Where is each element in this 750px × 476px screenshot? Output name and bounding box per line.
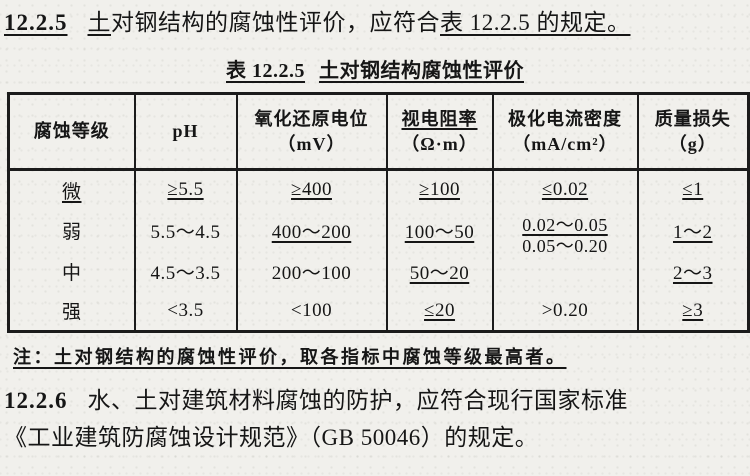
cell-mass-strong: ≥3 (636, 291, 749, 332)
table-row-slight: 微 ≥5.5 ≥400 ≥100 ≤0.02 ≤1 (9, 169, 749, 210)
cell-ph-strong: <3.5 (133, 291, 237, 332)
cell-mass-medium: 2～3 (636, 251, 749, 292)
cell-current-slight: ≤0.02 (491, 169, 638, 210)
clause-12-2-5-paragraph: 12.2.5 土对钢结构的腐蚀性评价，应符合表 12.2.5 的规定。 (4, 7, 746, 38)
cell-mass-weak: 1～2 (636, 209, 749, 252)
cell-redox-weak: 400～200 (235, 209, 387, 252)
note-text: 土对钢结构的腐蚀性评价，取各指标中腐蚀等级最高者。 (54, 347, 567, 367)
column-header-redox-potential: 氧化还原电位 （mV） (235, 93, 387, 171)
table-row-medium: 中 4.5～3.5 200～100 50～20 2～3 (9, 251, 749, 292)
cell-resistivity-medium: 50～20 (385, 251, 493, 292)
clause-12-2-5-number: 12.2.5 (4, 10, 68, 35)
clause-12-2-6-paragraph: 12.2.6 水、土对建筑材料腐蚀的防护，应符合现行国家标准 (4, 385, 746, 416)
clause-12-2-5-text-middle: 对钢结构的腐蚀性评价，应符合 (111, 10, 440, 35)
column-header-grade: 腐蚀等级 (8, 93, 135, 171)
cell-redox-strong: <100 (235, 291, 387, 332)
corrosion-evaluation-table: 腐蚀等级 pH 氧化还原电位 （mV） 视电阻率 （Ω·m） 极化电流密度 （m… (7, 92, 750, 333)
table-row-weak: 弱 5.5～4.5 400～200 100～50 0.02～0.05 0.05～… (9, 209, 749, 256)
clause-12-2-5-table-reference: 表 12.2.5 (440, 10, 537, 35)
cell-resistivity-weak: 100～50 (385, 209, 493, 252)
table-row-strong: 强 <3.5 <100 ≤20 >0.20 ≥3 (9, 291, 749, 332)
note-label: 注： (13, 347, 54, 367)
cell-grade-weak: 弱 (61, 222, 82, 243)
cell-ph-weak: 5.5～4.5 (133, 209, 237, 252)
table-header-row: 腐蚀等级 pH 氧化还原电位 （mV） 视电阻率 （Ω·m） 极化电流密度 （m… (8, 93, 749, 171)
cell-current-medium (491, 251, 638, 292)
cell-ph-slight: ≥5.5 (133, 169, 237, 210)
cell-grade-medium: 中 (61, 263, 82, 284)
table-note: 注：土对钢结构的腐蚀性评价，取各指标中腐蚀等级最高者。 (13, 345, 746, 369)
clause-12-2-6-text-line2: 《工业建筑防腐蚀设计规范》（GB 50046）的规定。 (4, 425, 539, 450)
column-header-ph: pH (133, 93, 237, 171)
clause-12-2-6-number: 12.2.6 (4, 388, 68, 413)
cell-ph-medium: 4.5～3.5 (133, 251, 237, 292)
cell-current-weak: 0.02～0.05 0.05～0.20 (491, 209, 638, 256)
clause-12-2-5-text-start: 土 (87, 10, 111, 35)
column-header-polarization-current-density: 极化电流密度 （mA/cm²） (491, 93, 638, 171)
cell-grade-slight: 微 (61, 181, 82, 203)
table-caption-title: 土对钢结构腐蚀性评价 (319, 60, 524, 82)
cell-current-strong: >0.20 (491, 291, 638, 332)
table-caption-number: 表 12.2.5 (226, 60, 305, 82)
column-header-resistivity: 视电阻率 （Ω·m） (385, 93, 493, 171)
clause-12-2-5-text-end: 的规定。 (536, 10, 631, 35)
cell-redox-slight: ≥400 (235, 169, 387, 210)
table-caption: 表 12.2.5 土对钢结构腐蚀性评价 (4, 54, 746, 83)
cell-resistivity-strong: ≤20 (385, 291, 493, 332)
column-header-mass-loss: 质量损失 （g） (636, 93, 749, 171)
cell-mass-slight: ≤1 (636, 169, 749, 210)
cell-redox-medium: 200～100 (235, 251, 387, 292)
cell-grade-strong: 强 (61, 302, 82, 324)
clause-12-2-6-text-line1: 水、土对建筑材料腐蚀的防护，应符合现行国家标准 (87, 388, 628, 413)
cell-resistivity-slight: ≥100 (385, 169, 493, 210)
